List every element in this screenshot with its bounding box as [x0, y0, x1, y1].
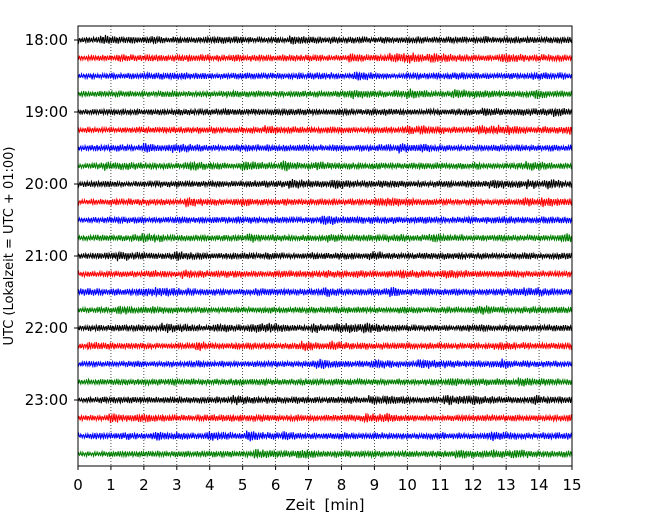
seismogram-trace-2200	[77, 322, 573, 334]
y-tick-label: 21:00	[25, 247, 68, 265]
x-axis-ticks: 0 1 2 3 4 5 6 7 8 9 10 11 12 13 14 15	[73, 466, 582, 494]
seismogram-trace-1930	[77, 142, 573, 154]
seismogram-trace-2115	[77, 268, 573, 280]
seismogram-trace-1915	[77, 124, 573, 136]
x-tick-label: 10	[398, 476, 417, 494]
seismogram-trace-2300	[77, 394, 573, 406]
y-tick-label: 23:00	[25, 391, 68, 409]
x-axis-label: Zeit [min]	[285, 496, 364, 514]
seismogram-trace-2030	[77, 215, 573, 226]
seismogram-trace-2215	[77, 340, 573, 352]
seismogram-trace-2145	[77, 305, 573, 315]
seismogram-trace-1830	[77, 71, 573, 81]
x-tick-label: 7	[304, 476, 314, 494]
x-tick-label: 0	[73, 476, 83, 494]
plot-frame	[77, 25, 573, 467]
seismogram-trace-2045	[77, 232, 572, 243]
seismogram-trace-1845	[77, 88, 573, 100]
x-tick-label: 11	[431, 476, 450, 494]
x-tick-label: 2	[139, 476, 149, 494]
seismogram-trace-2000	[77, 178, 573, 190]
x-tick-label: 12	[464, 476, 483, 494]
x-tick-label: 1	[106, 476, 116, 494]
x-tick-label: 6	[271, 476, 281, 494]
y-tick-label: 19:00	[25, 103, 68, 121]
traces	[77, 34, 573, 460]
y-tick-label: 22:00	[25, 319, 68, 337]
x-tick-label: 3	[172, 476, 182, 494]
gridlines	[110, 26, 540, 466]
seismogram-trace-2345	[77, 449, 573, 460]
y-axis-label: UTC (Lokalzeit = UTC + 01:00)	[2, 147, 17, 346]
seismogram-trace-2315	[77, 412, 573, 424]
x-tick-label: 4	[205, 476, 215, 494]
y-tick-label: 18:00	[25, 31, 68, 49]
seismogram-trace-2330	[77, 430, 573, 442]
y-axis-ticks: 18:00 19:00 20:00 21:00 22:00 23:00	[25, 31, 78, 409]
seismogram-trace-1815	[77, 52, 573, 64]
x-tick-label: 15	[562, 476, 581, 494]
seismogram-trace-1800	[77, 34, 573, 45]
y-tick-label: 20:00	[25, 175, 68, 193]
seismogram-trace-2245	[77, 377, 573, 388]
seismogram-trace-2100	[77, 250, 573, 262]
x-tick-label: 9	[370, 476, 380, 494]
seismogram-trace-2015	[77, 196, 573, 208]
seismogram-trace-1945	[77, 160, 573, 172]
seismogram-trace-2130	[77, 287, 573, 298]
seismogram-trace-1900	[77, 107, 573, 118]
seismogram-trace-2230	[77, 358, 573, 370]
x-tick-label: 5	[238, 476, 248, 494]
x-tick-label: 14	[530, 476, 549, 494]
x-tick-label: 8	[337, 476, 347, 494]
x-tick-label: 13	[497, 476, 516, 494]
